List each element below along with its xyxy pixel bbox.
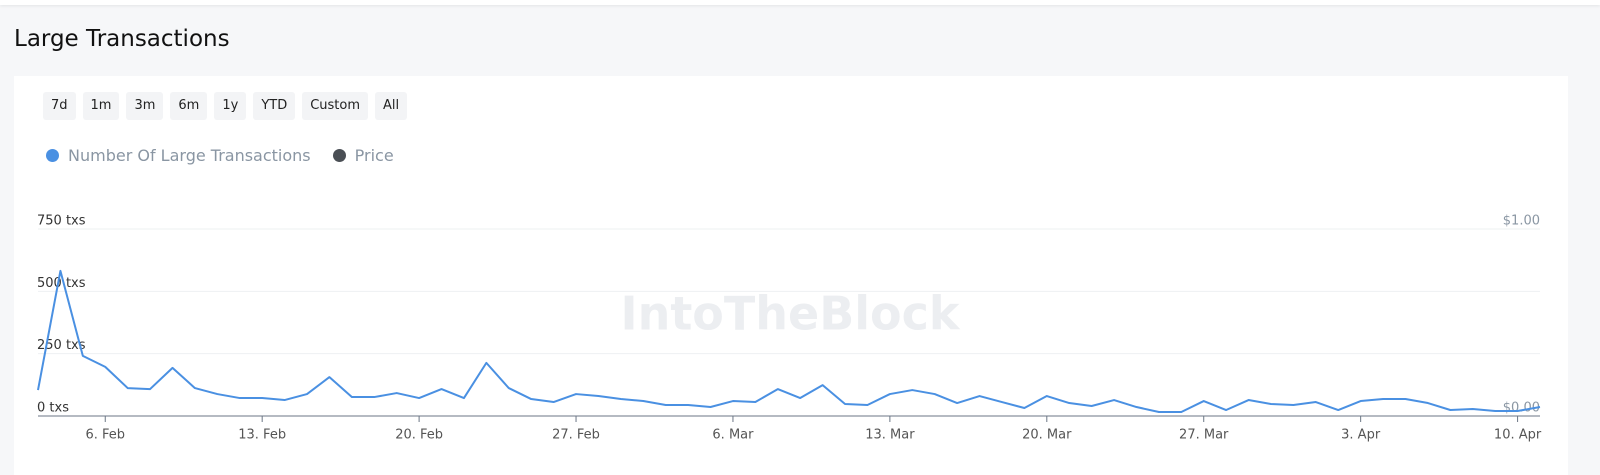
range-button[interactable]: YTD	[253, 92, 296, 120]
x-tick-label: 27. Mar	[1179, 428, 1229, 443]
x-tick-label: 13. Feb	[238, 428, 286, 443]
x-tick-label: 20. Mar	[1022, 428, 1072, 443]
range-button[interactable]: All	[375, 92, 408, 120]
page-title: Large Transactions	[14, 26, 230, 52]
x-tick-label: 6. Mar	[712, 428, 754, 443]
watermark: IntoTheBlock	[620, 287, 960, 341]
legend-label: Price	[354, 146, 394, 165]
range-button[interactable]: 3m	[126, 92, 164, 120]
legend-item[interactable]: Price	[332, 146, 394, 165]
x-tick-label: 20. Feb	[395, 428, 443, 443]
legend-marker	[46, 149, 59, 162]
legend-item[interactable]: Number Of Large Transactions	[46, 146, 311, 165]
y-tick-label: 0 txs	[37, 401, 69, 416]
y-tick-label: 500 txs	[37, 276, 86, 291]
legend-marker	[332, 149, 346, 162]
top-bar	[0, 0, 1600, 5]
y-tick-label: 750 txs	[37, 214, 86, 229]
y2-tick-label: $1.00	[1503, 214, 1540, 229]
range-button[interactable]: 7d	[43, 92, 76, 120]
range-button[interactable]: Custom	[302, 92, 369, 120]
chart-card	[14, 76, 1568, 475]
y-tick-label: 250 txs	[37, 338, 86, 353]
x-tick-label: 13. Mar	[865, 428, 915, 443]
x-tick-label: 6. Feb	[85, 428, 125, 443]
x-tick-label: 27. Feb	[552, 428, 600, 443]
range-buttons: 7d 1m 3m 6m 1y YTD Custom All	[43, 92, 408, 120]
x-tick-label: 3. Apr	[1341, 428, 1381, 443]
data-line	[37, 269, 1541, 414]
range-button[interactable]: 1y	[214, 92, 247, 120]
legend-label: Number Of Large Transactions	[68, 146, 311, 165]
range-button[interactable]: 1m	[82, 92, 120, 120]
range-button[interactable]: 6m	[170, 92, 208, 120]
legend: Number Of Large Transactions Price	[46, 146, 394, 165]
x-tick-label: 10. Apr	[1494, 428, 1542, 443]
